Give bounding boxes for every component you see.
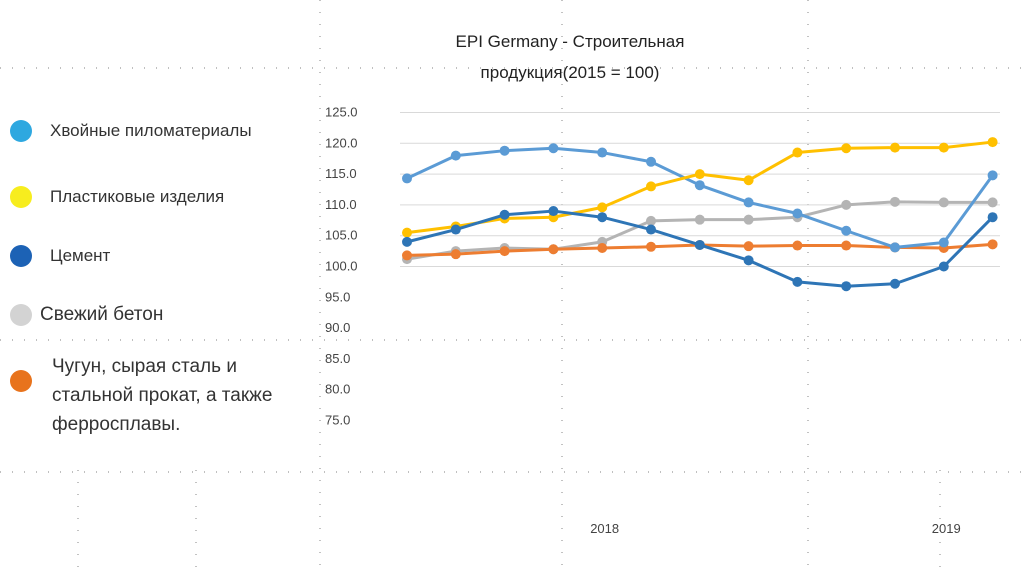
series-point-4 [646, 241, 656, 252]
series-point-4 [743, 241, 754, 252]
y-tick-label: 110.0 [325, 197, 357, 212]
series-point-2 [548, 206, 559, 217]
y-tick-label: 95.0 [325, 289, 350, 304]
series-point-1 [597, 202, 608, 213]
y-tick-label: 105.0 [325, 228, 358, 243]
legend-marker-iron [10, 370, 32, 392]
series-point-2 [743, 255, 754, 266]
series-point-1 [890, 142, 900, 153]
series-point-0 [792, 208, 803, 219]
series-point-3 [841, 199, 852, 210]
series-point-2 [987, 212, 998, 223]
legend-item-concrete: Свежий бетон [10, 300, 163, 329]
y-tick-label: 115.0 [325, 166, 357, 181]
series-point-4 [548, 244, 559, 255]
x-tick-label: 2018 [590, 521, 619, 536]
legend-item-softwood: Хвойные пиломатериалы [10, 120, 252, 142]
series-point-0 [597, 147, 608, 158]
series-point-2 [450, 224, 461, 235]
series-point-4 [597, 243, 608, 254]
y-axis-ticks: 125.0 120.0 115.0 110.0 105.0 100.0 95.0 90.0 85… [325, 105, 358, 428]
y-tick-label: 75.0 [325, 413, 350, 428]
series-point-0 [890, 242, 900, 253]
series-point-0 [938, 237, 949, 248]
legend-marker-softwood [10, 120, 32, 142]
chart-title-line2: продукция(2015 = 100) [480, 63, 660, 82]
series-point-3 [646, 215, 656, 226]
series-line-0 [406, 146, 994, 249]
y-tick-label: 90.0 [325, 320, 350, 335]
legend-item-iron: Чугун, сырая сталь и стальной прокат, а … [10, 352, 282, 439]
y-tick-label: 125.0 [325, 105, 358, 120]
y-tick-label: 85.0 [325, 351, 350, 366]
x-tick-label: 2019 [932, 521, 961, 536]
legend-label-softwood: Хвойные пиломатериалы [50, 121, 252, 140]
x-axis-ticks: 201820192020 [590, 521, 961, 536]
y-tick-label: 120.0 [325, 135, 358, 150]
legend-marker-cement [10, 245, 32, 267]
series-point-4 [792, 240, 803, 251]
series-point-1 [743, 175, 754, 186]
series-point-2 [646, 224, 656, 235]
series-point-2 [597, 212, 608, 223]
series-point-3 [938, 197, 949, 208]
y-tick-label: 80.0 [325, 382, 350, 397]
series-point-4 [450, 249, 461, 260]
chart-title-line1: EPI Germany - Строительная [455, 32, 685, 51]
legend-item-plastic: Пластиковые изделия [10, 186, 224, 208]
series-point-4 [499, 246, 510, 257]
y-tick-label: 100.0 [325, 259, 358, 274]
legend-label-concrete: Свежий бетон [40, 304, 164, 325]
legend-label-cement: Цемент [50, 246, 111, 265]
legend-marker-plastic [10, 186, 32, 208]
series-point-0 [743, 197, 754, 208]
series-point-3 [694, 214, 705, 225]
series-point-2 [890, 278, 900, 289]
legend-item-cement: Цемент [10, 245, 110, 267]
series-point-1 [938, 142, 949, 153]
series-point-2 [499, 209, 510, 220]
series-point-1 [402, 227, 412, 238]
series-point-1 [792, 147, 803, 158]
legend-label-iron: Чугун, сырая сталь и стальной прокат, а … [52, 356, 273, 435]
series-point-2 [938, 261, 949, 272]
series-point-0 [402, 173, 412, 184]
series-point-1 [841, 143, 852, 154]
series-point-2 [841, 281, 852, 292]
series-point-1 [646, 181, 656, 192]
legend-marker-concrete [10, 303, 32, 326]
series-point-0 [987, 170, 998, 181]
series-point-0 [548, 143, 559, 154]
series-point-0 [499, 145, 510, 156]
series-point-0 [694, 180, 705, 191]
series-point-4 [841, 240, 852, 251]
series-point-0 [646, 156, 656, 167]
series-point-1 [694, 169, 705, 180]
series-point-4 [987, 239, 998, 250]
series-point-3 [743, 214, 754, 225]
series-point-2 [694, 239, 705, 250]
series-point-2 [402, 236, 412, 247]
series-point-0 [450, 150, 461, 161]
series-point-0 [841, 225, 852, 236]
chart-series [402, 137, 998, 292]
series-point-2 [792, 276, 803, 287]
series-point-3 [890, 196, 900, 207]
series-point-4 [402, 250, 412, 261]
series-point-1 [987, 137, 998, 148]
series-point-3 [987, 197, 998, 208]
legend-label-plastic: Пластиковые изделия [50, 187, 225, 206]
